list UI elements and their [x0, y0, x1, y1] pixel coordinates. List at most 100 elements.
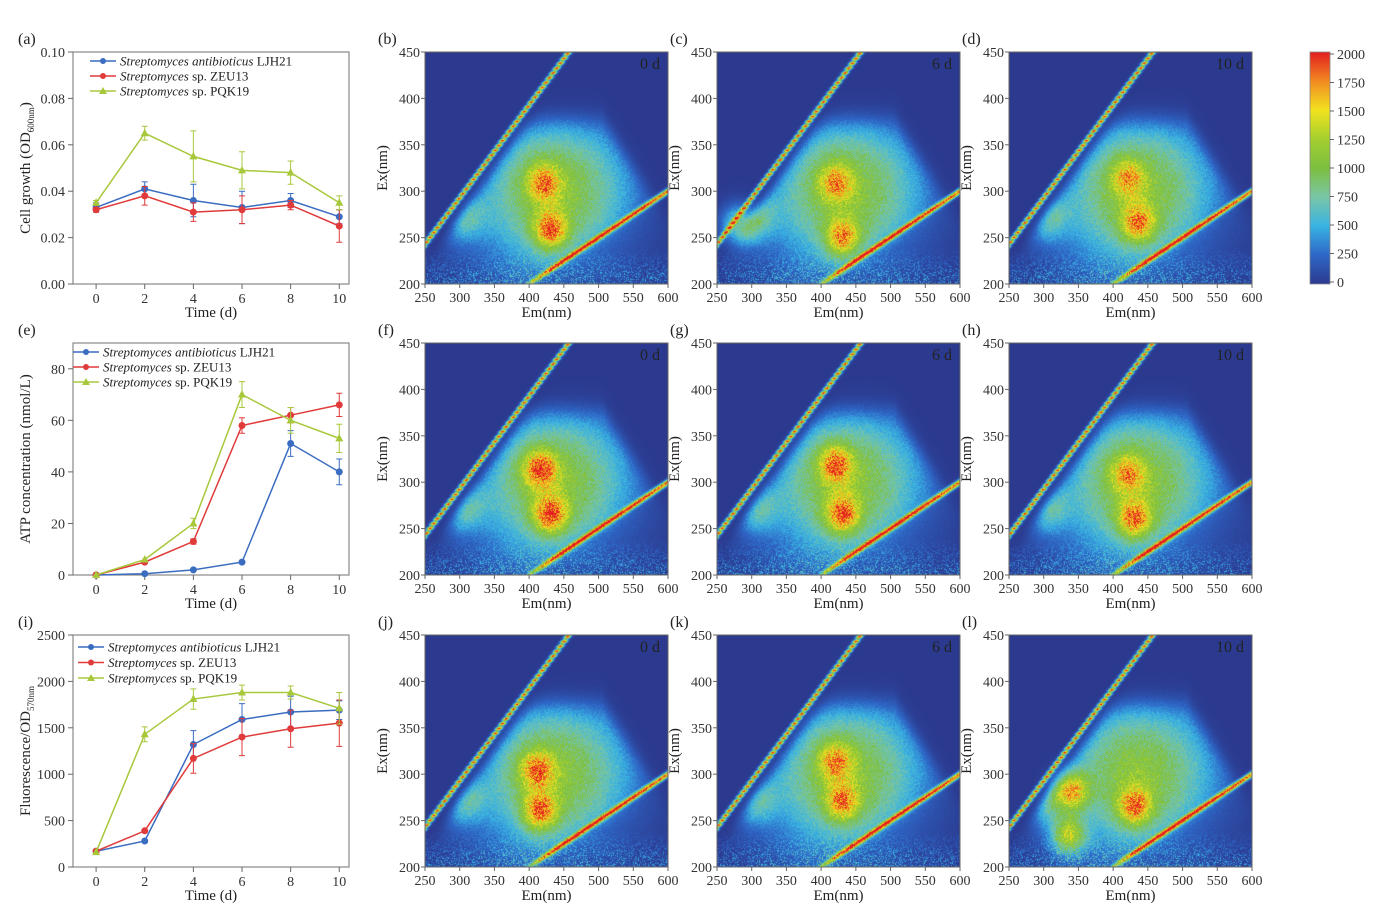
x-tick-label: 550 — [915, 291, 936, 306]
x-tick-label: 500 — [1172, 291, 1193, 306]
legend-marker — [100, 58, 106, 64]
y-axis-label-main: Cell growth (OD — [18, 132, 34, 234]
eem-intensity-map — [1009, 635, 1252, 867]
y-tick-label: 200 — [983, 278, 1004, 293]
x-tick-label: 2 — [141, 875, 148, 890]
x-tick-label: 2 — [141, 292, 148, 307]
plot-frame — [716, 51, 961, 285]
y-tick-label: 450 — [691, 46, 712, 61]
eem-intensity-map — [717, 635, 960, 867]
day-label: 10 d — [1216, 639, 1244, 656]
plot-frame — [72, 634, 350, 868]
y-tick-label: 250 — [691, 232, 712, 247]
legend-label: Streptomyces antibioticus LJH21 — [120, 54, 292, 69]
x-tick-label: 550 — [1207, 874, 1228, 889]
colorbar-gradient — [1309, 51, 1331, 285]
x-tick-label: 500 — [880, 291, 901, 306]
day-label: 0 d — [640, 347, 660, 364]
plot-frame — [1008, 634, 1253, 868]
legend-label-italic: Streptomyces — [120, 84, 189, 99]
colorbar-tick-label: 1250 — [1337, 134, 1365, 149]
x-axis-label: Em(nm) — [1106, 888, 1156, 904]
x-tick-label: 350 — [776, 582, 797, 597]
x-tick-label: 350 — [1068, 874, 1089, 889]
y-tick-label: 0.08 — [41, 92, 66, 107]
y-tick-label: 350 — [399, 430, 420, 445]
y-tick-label: 300 — [983, 185, 1004, 200]
legend-label-italic: Streptomyces antibioticus — [120, 54, 253, 69]
legend-label-italic: Streptomyces — [108, 671, 177, 686]
y-tick-label: 400 — [691, 383, 712, 398]
legend-label-rest: sp. ZEU13 — [189, 69, 249, 84]
x-tick-label: 4 — [190, 292, 197, 307]
x-tick-label: 450 — [553, 291, 574, 306]
y-tick-label: 250 — [691, 815, 712, 830]
eem-intensity-map — [425, 635, 668, 867]
x-tick-label: 550 — [623, 291, 644, 306]
panel-label: (d) — [962, 31, 981, 48]
legend-label-italic: Streptomyces — [103, 375, 172, 390]
x-tick-label: 300 — [741, 291, 762, 306]
x-tick-label: 500 — [1172, 582, 1193, 597]
legend-entry: Streptomyces antibioticus LJH21 — [73, 345, 275, 360]
y-tick-label: 300 — [691, 768, 712, 783]
legend-entry: Streptomyces sp. ZEU13 — [78, 655, 236, 670]
colorbar-tick-label: 2000 — [1337, 48, 1365, 63]
day-label: 10 d — [1216, 56, 1244, 73]
data-point — [335, 401, 343, 409]
data-point — [238, 558, 246, 566]
y-axis-label: Ex(nm) — [375, 436, 391, 482]
y-tick-label: 0.04 — [41, 185, 66, 200]
y-tick-label: 200 — [983, 861, 1004, 876]
x-tick-label: 300 — [449, 874, 470, 889]
y-axis-label: Ex(nm) — [959, 728, 975, 774]
y-tick-label: 350 — [691, 430, 712, 445]
x-tick-label: 500 — [588, 874, 609, 889]
x-tick-label: 6 — [239, 583, 246, 598]
y-tick-label: 400 — [691, 92, 712, 107]
panel-label: (f) — [378, 322, 394, 339]
x-tick-label: 8 — [287, 583, 294, 598]
x-tick-label: 600 — [658, 291, 679, 306]
y-axis-label: Ex(nm) — [667, 728, 683, 774]
y-tick-label: 400 — [691, 675, 712, 690]
colorbar-tick-label: 750 — [1337, 191, 1358, 206]
y-tick-label: 300 — [399, 185, 420, 200]
x-tick-label: 300 — [449, 582, 470, 597]
legend-label-rest: sp. ZEU13 — [172, 360, 232, 375]
legend-label: Streptomyces sp. ZEU13 — [108, 655, 236, 670]
legend-label-rest: LJH21 — [241, 640, 280, 655]
y-tick-label: 250 — [399, 523, 420, 538]
x-tick-label: 4 — [190, 875, 197, 890]
series-2 — [92, 381, 344, 578]
legend-label: Streptomyces sp. ZEU13 — [103, 360, 231, 375]
x-tick-label: 0 — [93, 292, 100, 307]
y-tick-label: 250 — [983, 815, 1004, 830]
data-point — [189, 208, 197, 216]
data-point — [286, 415, 295, 424]
y-tick-label: 450 — [399, 629, 420, 644]
data-point — [140, 729, 149, 738]
legend-marker — [83, 349, 89, 355]
legend-marker — [88, 659, 94, 666]
data-point — [335, 703, 344, 712]
y-tick-label: 250 — [691, 523, 712, 538]
x-axis-label: Em(nm) — [522, 888, 572, 904]
y-tick-label: 500 — [44, 815, 65, 830]
x-tick-label: 550 — [623, 582, 644, 597]
x-tick-label: 400 — [519, 582, 540, 597]
y-tick-label: 0 — [58, 861, 65, 876]
y-tick-label: 450 — [983, 337, 1004, 352]
data-point — [141, 570, 149, 578]
x-tick-label: 350 — [1068, 291, 1089, 306]
x-tick-label: 400 — [811, 874, 832, 889]
data-point — [92, 847, 101, 856]
plot-frame — [424, 342, 669, 576]
series-line — [95, 691, 340, 853]
data-point — [286, 168, 295, 176]
y-tick-label: 400 — [983, 675, 1004, 690]
